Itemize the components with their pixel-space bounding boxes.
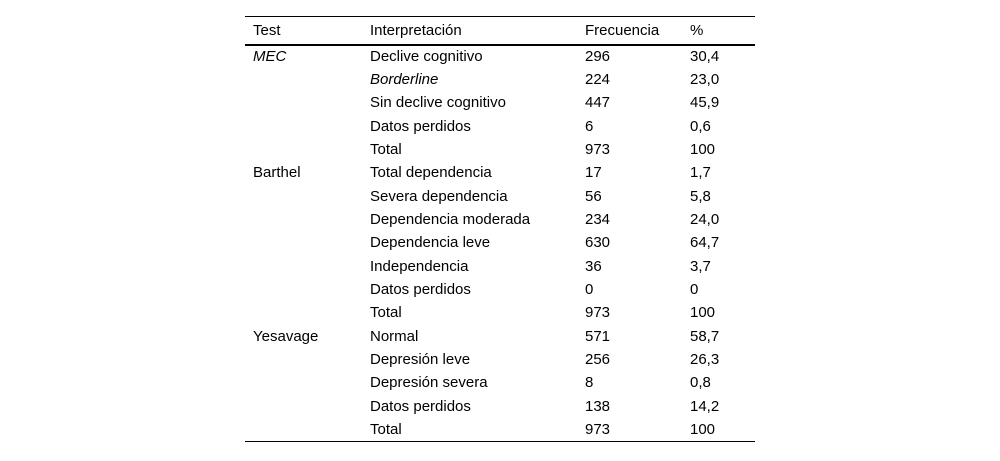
interpretation-cell: Normal — [370, 327, 419, 345]
interpretation-cell: Total dependencia — [370, 164, 492, 182]
test-cell — [245, 231, 370, 254]
frequency-cell: 56 — [585, 187, 602, 205]
test-cell: Yesavage — [253, 327, 319, 345]
percent-cell: 100 — [690, 420, 716, 438]
interpretation-cell: Total — [370, 304, 402, 322]
percent-cell: 64,7 — [690, 234, 720, 252]
percent-cell: 100 — [690, 141, 716, 159]
table-row: Dependencia moderada 234 24,0 — [245, 208, 755, 231]
interpretation-cell: Depresión leve — [370, 351, 471, 369]
frequency-cell: 234 — [585, 211, 611, 229]
table-row: Borderline 224 23,0 — [245, 68, 755, 91]
frequency-cell: 296 — [585, 48, 611, 66]
test-cell — [245, 348, 370, 371]
frequency-cell: 973 — [585, 304, 611, 322]
percent-cell: 100 — [690, 304, 716, 322]
frequency-cell: 973 — [585, 141, 611, 159]
percent-cell: 3,7 — [690, 257, 711, 275]
table-row: Total 973 100 — [245, 301, 755, 324]
table-row: Datos perdidos 6 0,6 — [245, 115, 755, 138]
table-row: Yesavage Normal 571 58,7 — [245, 325, 755, 348]
percent-cell: 1,7 — [690, 164, 711, 182]
percent-cell: 0 — [690, 281, 699, 299]
table-row: Barthel Total dependencia 17 1,7 — [245, 161, 755, 184]
col-header-interpretation: Interpretación — [370, 21, 462, 39]
percent-cell: 23,0 — [690, 71, 720, 89]
test-cell — [245, 208, 370, 231]
frequency-cell: 973 — [585, 420, 611, 438]
test-cell — [245, 255, 370, 278]
interpretation-cell: Sin declive cognitivo — [370, 94, 506, 112]
test-cell — [245, 278, 370, 301]
col-header-frequency: Frecuencia — [585, 21, 660, 39]
frequency-cell: 630 — [585, 234, 611, 252]
interpretation-cell: Total — [370, 420, 402, 438]
percent-cell: 26,3 — [690, 351, 720, 369]
frequency-cell: 0 — [585, 281, 594, 299]
table-row: Depresión severa 8 0,8 — [245, 371, 755, 394]
percent-cell: 30,4 — [690, 48, 720, 66]
interpretation-cell: Dependencia leve — [370, 234, 491, 252]
results-table: Test Interpretación Frecuencia % MEC Decl… — [245, 16, 755, 442]
table-row: Independencia 36 3,7 — [245, 255, 755, 278]
test-cell: Barthel — [253, 164, 301, 182]
interpretation-cell: Total — [370, 141, 402, 159]
frequency-cell: 571 — [585, 327, 611, 345]
percent-cell: 0,8 — [690, 374, 711, 392]
test-cell — [245, 91, 370, 114]
interpretation-cell: Declive cognitivo — [370, 48, 483, 66]
percent-cell: 45,9 — [690, 94, 720, 112]
test-cell — [245, 68, 370, 91]
table-row: MEC Declive cognitivo 296 30,4 — [245, 45, 755, 68]
frequency-cell: 17 — [585, 164, 602, 182]
test-cell — [245, 115, 370, 138]
interpretation-cell: Depresión severa — [370, 374, 488, 392]
percent-cell: 24,0 — [690, 211, 720, 229]
test-cell — [245, 418, 370, 441]
frequency-cell: 224 — [585, 71, 611, 89]
test-cell — [245, 185, 370, 208]
frequency-cell: 36 — [585, 257, 602, 275]
table-row: Severa dependencia 56 5,8 — [245, 185, 755, 208]
table-row: Datos perdidos 0 0 — [245, 278, 755, 301]
frequency-cell: 6 — [585, 117, 594, 135]
col-header-percent: % — [690, 21, 704, 39]
interpretation-cell: Datos perdidos — [370, 281, 471, 299]
percent-cell: 5,8 — [690, 187, 711, 205]
table-row: Dependencia leve 630 64,7 — [245, 231, 755, 254]
table-row: Total 973 100 — [245, 418, 755, 441]
interpretation-cell: Dependencia moderada — [370, 211, 531, 229]
percent-cell: 58,7 — [690, 327, 720, 345]
interpretation-cell: Datos perdidos — [370, 117, 471, 135]
percent-cell: 0,6 — [690, 117, 711, 135]
frequency-cell: 8 — [585, 374, 594, 392]
test-cell — [245, 138, 370, 161]
test-cell: MEC — [253, 48, 287, 66]
frequency-cell: 447 — [585, 94, 611, 112]
table-row: Sin declive cognitivo 447 45,9 — [245, 91, 755, 114]
test-cell — [245, 301, 370, 324]
test-cell — [245, 371, 370, 394]
header-row: Test Interpretación Frecuencia % — [245, 17, 755, 45]
table-row: Datos perdidos 138 14,2 — [245, 395, 755, 418]
test-cell — [245, 395, 370, 418]
interpretation-cell: Borderline — [370, 71, 439, 89]
frequency-cell: 256 — [585, 351, 611, 369]
frequency-cell: 138 — [585, 397, 611, 415]
table-row: Total 973 100 — [245, 138, 755, 161]
interpretation-cell: Independencia — [370, 257, 469, 275]
table-row: Depresión leve 256 26,3 — [245, 348, 755, 371]
col-header-test: Test — [253, 21, 281, 39]
table-body: MEC Declive cognitivo 296 30,4 Borderline 224… — [245, 45, 755, 442]
interpretation-cell: Severa dependencia — [370, 187, 508, 205]
interpretation-cell: Datos perdidos — [370, 397, 471, 415]
percent-cell: 14,2 — [690, 397, 720, 415]
